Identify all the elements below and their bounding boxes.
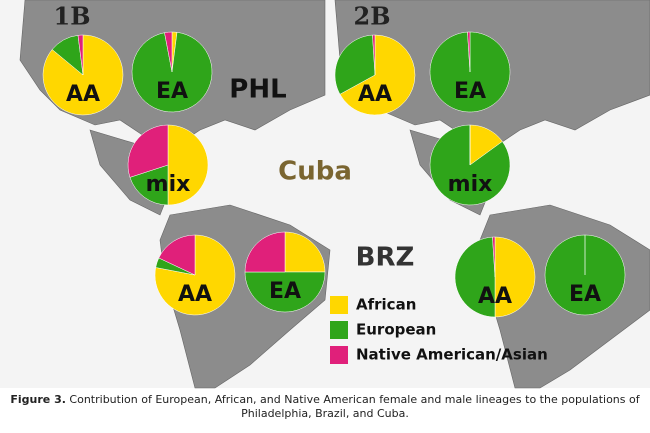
legend-swatch xyxy=(330,321,348,339)
pie-label: EA xyxy=(454,79,486,104)
pie-label: AA xyxy=(358,82,392,107)
pie-slice xyxy=(492,236,496,278)
pie-slice xyxy=(164,31,173,73)
panel-title: 2B xyxy=(354,2,391,31)
pie-label: AA xyxy=(66,82,100,107)
caption-label: Figure 3. xyxy=(10,393,66,406)
pie-slice xyxy=(77,34,84,76)
caption: Figure 3. Contribution of European, Afri… xyxy=(0,393,650,421)
pie-slice xyxy=(372,34,376,76)
pie-slice xyxy=(244,231,286,273)
pie-slice xyxy=(494,236,536,318)
location-label: BRZ xyxy=(356,243,415,273)
pie-slice xyxy=(244,271,326,313)
legend-swatch xyxy=(330,346,348,364)
pie-label: AA xyxy=(178,282,212,307)
pie-label: EA xyxy=(569,282,601,307)
legend-label: African xyxy=(356,296,416,314)
pie-label: EA xyxy=(269,279,301,304)
pie-label: AA xyxy=(478,284,512,309)
pie-slice xyxy=(467,31,471,73)
pie-slice xyxy=(158,234,196,276)
pie-slice xyxy=(167,124,209,206)
pie-label: EA xyxy=(156,79,188,104)
pie-slice xyxy=(284,231,326,273)
pie-label: mix xyxy=(146,172,191,197)
legend-label: Native American/Asian xyxy=(356,346,548,364)
pie-slice xyxy=(129,164,169,206)
caption-text: Contribution of European, African, and N… xyxy=(69,393,640,420)
location-label: Cuba xyxy=(278,157,352,187)
location-label: PHL xyxy=(229,75,286,105)
figure: 1B AA EA mix AA EA 2B AA EA mix AA EA PHL Cuba BRZ Afri… xyxy=(0,0,650,389)
pie-label: mix xyxy=(448,172,493,197)
pie-slice xyxy=(339,34,416,116)
pie-slice xyxy=(454,236,496,318)
pie-slice xyxy=(127,124,169,178)
pie-slice xyxy=(131,32,213,113)
panel-title: 1B xyxy=(54,2,91,31)
pie-slice xyxy=(334,34,376,95)
legend-swatch xyxy=(330,296,348,314)
legend-label: European xyxy=(356,321,436,339)
